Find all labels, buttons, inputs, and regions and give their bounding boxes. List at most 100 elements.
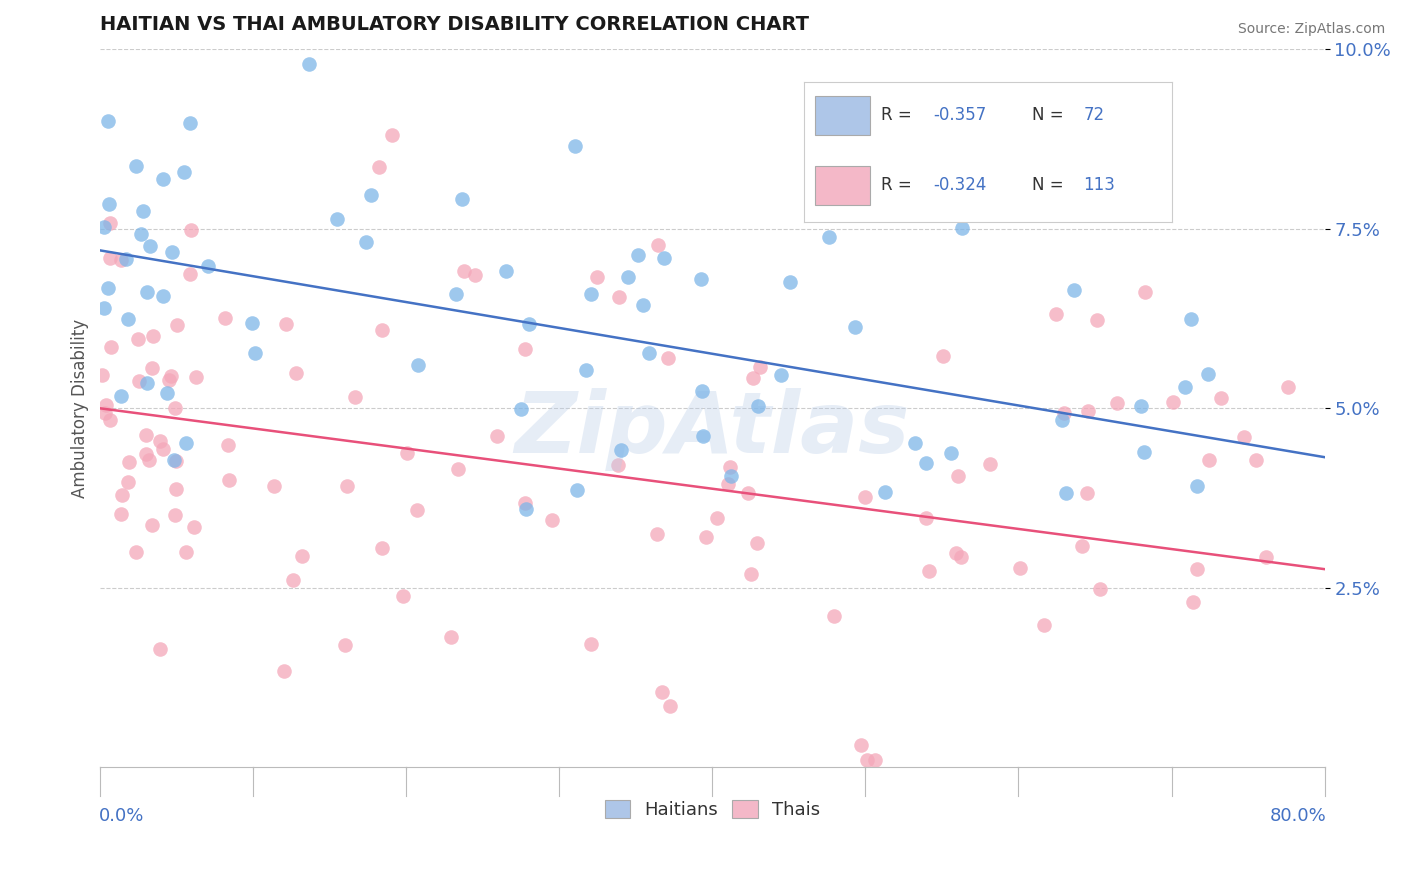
Point: [873, 485, 896, 500]
Point: [243, 346, 266, 360]
Point: [343, 390, 366, 404]
Point: [214, 311, 236, 326]
Point: [276, 317, 298, 331]
Point: [486, 428, 509, 442]
Point: [440, 630, 463, 644]
Point: [1076, 485, 1098, 500]
Point: [179, 267, 201, 281]
Point: [118, 454, 141, 468]
Point: [855, 753, 877, 767]
Point: [1185, 562, 1208, 576]
Point: [513, 496, 536, 510]
Point: [360, 188, 382, 202]
Point: [747, 399, 769, 413]
Point: [1129, 399, 1152, 413]
Text: Source: ZipAtlas.com: Source: ZipAtlas.com: [1237, 22, 1385, 37]
Point: [336, 479, 359, 493]
Point: [858, 176, 880, 190]
Point: [447, 461, 470, 475]
Point: [450, 192, 472, 206]
Point: [1133, 445, 1156, 459]
Point: [127, 332, 149, 346]
Point: [1233, 430, 1256, 444]
Point: [1033, 618, 1056, 632]
Point: [162, 244, 184, 259]
Point: [609, 290, 631, 304]
Point: [149, 434, 172, 448]
Point: [1133, 285, 1156, 300]
Point: [770, 368, 793, 383]
Point: [915, 457, 938, 471]
Point: [918, 564, 941, 578]
Point: [1244, 453, 1267, 467]
Point: [174, 545, 197, 559]
Point: [1054, 486, 1077, 500]
Point: [579, 637, 602, 651]
Point: [1105, 396, 1128, 410]
Point: [720, 469, 742, 483]
Point: [1161, 394, 1184, 409]
Point: [564, 139, 586, 153]
Point: [863, 753, 886, 767]
Point: [453, 264, 475, 278]
Point: [98, 216, 121, 230]
Point: [914, 511, 936, 525]
Point: [1063, 283, 1085, 297]
Point: [1053, 406, 1076, 420]
Point: [298, 56, 321, 70]
Point: [638, 346, 661, 360]
Point: [567, 483, 589, 498]
Point: [166, 318, 188, 332]
Point: [742, 370, 765, 384]
Point: [463, 268, 485, 282]
Point: [110, 253, 132, 268]
Point: [659, 699, 682, 714]
Point: [444, 286, 467, 301]
Point: [141, 518, 163, 533]
Point: [263, 478, 285, 492]
Point: [396, 445, 419, 459]
Point: [149, 641, 172, 656]
Point: [695, 530, 717, 544]
Point: [706, 511, 728, 525]
Point: [844, 320, 866, 334]
Point: [1174, 380, 1197, 394]
Point: [139, 238, 162, 252]
Point: [610, 443, 633, 458]
Point: [575, 362, 598, 376]
Point: [515, 501, 537, 516]
Point: [115, 252, 138, 266]
Point: [165, 482, 187, 496]
Point: [174, 435, 197, 450]
Point: [97, 114, 120, 128]
Point: [97, 280, 120, 294]
Point: [931, 350, 953, 364]
Point: [1085, 312, 1108, 326]
Point: [110, 389, 132, 403]
Point: [647, 238, 669, 252]
Point: [749, 359, 772, 374]
Text: 80.0%: 80.0%: [1270, 806, 1326, 825]
Point: [371, 541, 394, 556]
Point: [135, 428, 157, 442]
Point: [540, 514, 562, 528]
Point: [1277, 380, 1299, 394]
Point: [136, 376, 159, 391]
Point: [136, 285, 159, 299]
Point: [100, 340, 122, 354]
Point: [779, 276, 801, 290]
Point: [1197, 368, 1219, 382]
Point: [128, 374, 150, 388]
Point: [690, 384, 713, 398]
Text: HAITIAN VS THAI AMBULATORY DISABILITY CORRELATION CHART: HAITIAN VS THAI AMBULATORY DISABILITY CO…: [100, 15, 810, 34]
Point: [645, 526, 668, 541]
Point: [1045, 307, 1067, 321]
Point: [737, 486, 759, 500]
Point: [585, 270, 607, 285]
Point: [1071, 539, 1094, 553]
Point: [651, 685, 673, 699]
Point: [1211, 392, 1233, 406]
Point: [281, 573, 304, 587]
Point: [173, 165, 195, 179]
Point: [157, 373, 180, 387]
